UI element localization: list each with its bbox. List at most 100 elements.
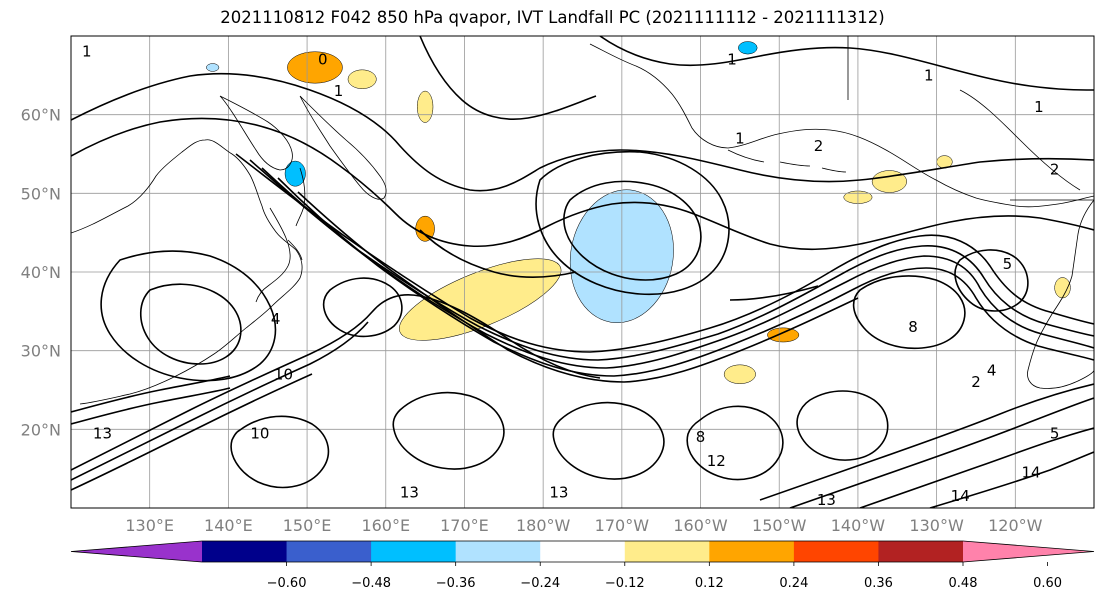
contour-loop-east [852, 275, 966, 350]
lat-tick-label: 30°N [21, 342, 61, 361]
colorbar-tick-label: −0.36 [436, 576, 476, 591]
colorbar-tick-label: −0.48 [351, 576, 391, 591]
lon-tick-label: 120°W [988, 516, 1043, 535]
shaded-feature-positive-4 [287, 51, 343, 84]
contour-mid-2 [729, 285, 819, 301]
contour-label: 1 [334, 82, 344, 100]
contour-label: 13 [817, 491, 836, 509]
colorbar-tick-label: −0.60 [267, 576, 307, 591]
contour-arctic-1 [599, 36, 1094, 91]
shaded-feature-positive-3 [399, 258, 562, 341]
contour-mid-1 [419, 229, 577, 279]
contour-label: 14 [1021, 464, 1040, 482]
colorbar-bin [878, 541, 964, 562]
contour-tropical-2 [552, 401, 665, 480]
contour-label: 10 [274, 365, 293, 383]
contour-loop-pacific-inner [563, 180, 702, 281]
ivt-contours [71, 36, 1094, 508]
contour-subtropical-3 [71, 373, 313, 491]
colorbar-extend-high [963, 541, 1094, 562]
contour-label: 0 [318, 51, 328, 69]
shaded-feature-positive-11 [767, 327, 800, 343]
contour-southeast-4 [929, 451, 1094, 508]
colorbar-tick-label: −0.12 [605, 576, 645, 591]
contour-southeast-1 [759, 383, 1094, 501]
contour-label: 1 [924, 66, 934, 84]
contour-label: 2 [814, 137, 824, 155]
contour-tropical-4 [230, 415, 330, 489]
contour-label: 13 [549, 483, 568, 501]
axis-tick-labels: 130°E 140°E 150°E 160°E 170°E 180°W 170°W 160°W… [21, 106, 1043, 535]
contour-label: 1 [735, 129, 745, 147]
shaded-feature-negative-13 [206, 63, 220, 72]
contour-loop-pacific [535, 150, 730, 296]
boundary-canada-us [847, 36, 1094, 201]
contour-jet-4 [297, 191, 859, 383]
contour-tropical-1 [392, 391, 505, 470]
graticule [71, 36, 1094, 508]
contour-label: 12 [707, 452, 726, 470]
contour-label: 5 [1003, 255, 1013, 273]
map-title: 2021110812 F042 850 hPa qvapor, IVT Land… [220, 8, 885, 27]
map-frame [70, 35, 1095, 509]
colorbar-bin [455, 541, 541, 562]
coastline-alaska [589, 43, 1094, 208]
lon-tick-label: 130°E [125, 516, 174, 535]
contour-label: 2 [1050, 161, 1060, 179]
coastline-kamchatka [299, 95, 387, 200]
lon-tick-label: 160°W [673, 516, 728, 535]
coastline-asia [71, 139, 303, 405]
contour-label: 2 [971, 373, 981, 391]
lon-tick-label: 150°W [752, 516, 807, 535]
contour-label: 4 [271, 310, 281, 328]
colorbar-tick-label: 0.60 [1033, 576, 1062, 591]
lon-tick-label: 140°E [204, 516, 253, 535]
contour-southeast-2 [789, 397, 1094, 508]
colorbar: −0.60 −0.48 −0.36 −0.24 −0.12 0.12 0.24 0.36 0.4… [70, 540, 1095, 591]
contour-jet-1 [249, 159, 1094, 361]
colorbar-bin [286, 541, 372, 562]
contour-label: 8 [908, 318, 918, 336]
colorbar-bin [709, 541, 795, 562]
contour-north-1 [71, 72, 1094, 192]
lon-tick-label: 170°W [595, 516, 650, 535]
colorbar-outline [70, 540, 1095, 563]
colorbar-bin [793, 541, 879, 562]
lon-tick-label: 150°E [283, 516, 332, 535]
shaded-feature-negative-12 [738, 41, 758, 55]
lon-tick-label: 180°W [516, 516, 571, 535]
colorbar-bin [202, 541, 288, 562]
colorbar-tick-label: −0.24 [520, 576, 560, 591]
contour-label: 4 [987, 361, 997, 379]
lat-tick-label: 60°N [21, 106, 61, 125]
contour-subtropical-5 [71, 387, 231, 425]
coastline-japan [255, 207, 303, 303]
contour-label: 5 [1050, 424, 1060, 442]
lon-tick-label: 140°W [831, 516, 886, 535]
shaded-feature-positive-5 [347, 69, 377, 89]
colorbar-bin [540, 541, 626, 562]
qvapor-shading-layer [206, 41, 1071, 384]
contour-loop-northeast [954, 249, 1029, 312]
coastline-okhotsk [219, 95, 293, 171]
shaded-feature-positive-14 [416, 90, 434, 123]
contour-north-2 [71, 117, 1094, 251]
shaded-feature-negative-7 [284, 160, 306, 187]
colorbar-bin [624, 541, 710, 562]
contour-label: 8 [696, 428, 706, 446]
contour-label: 13 [400, 483, 419, 501]
colorbar-bin [371, 541, 457, 562]
contour-jet-north [235, 153, 1094, 353]
colorbar-extend-low [71, 541, 202, 562]
contour-arctic-2 [419, 36, 597, 120]
contour-label: 14 [951, 487, 970, 505]
lon-tick-label: 170°E [440, 516, 489, 535]
contour-label: 1 [727, 51, 737, 69]
contour-subtropical-2 [71, 321, 369, 481]
contour-label: 10 [250, 424, 269, 442]
lat-tick-label: 50°N [21, 184, 61, 203]
contour-west-2 [139, 283, 242, 365]
